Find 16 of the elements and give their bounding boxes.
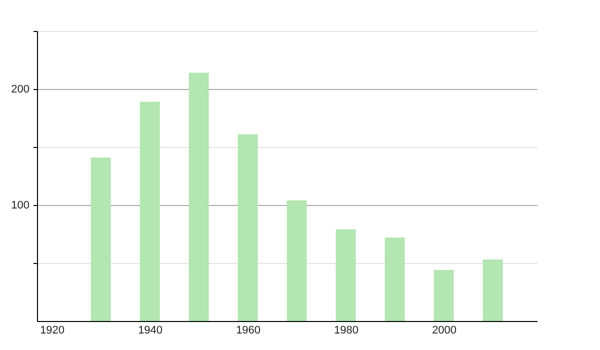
bar [482, 260, 503, 321]
bar [188, 72, 209, 321]
bar [286, 200, 307, 321]
bar [434, 270, 454, 321]
x-tick-label: 1920 [40, 324, 65, 336]
y-tick-label: 200 [11, 84, 30, 96]
bar [238, 134, 258, 321]
x-tick-label: 1940 [138, 324, 163, 336]
x-tick-label: 1960 [236, 324, 261, 336]
x-tick-label: 2000 [432, 324, 457, 336]
bar [384, 237, 405, 321]
bar [336, 229, 356, 321]
y-tick-label: 100 [11, 200, 30, 212]
x-tick-label: 1980 [334, 324, 359, 336]
bar [140, 102, 160, 321]
bar [90, 157, 111, 321]
